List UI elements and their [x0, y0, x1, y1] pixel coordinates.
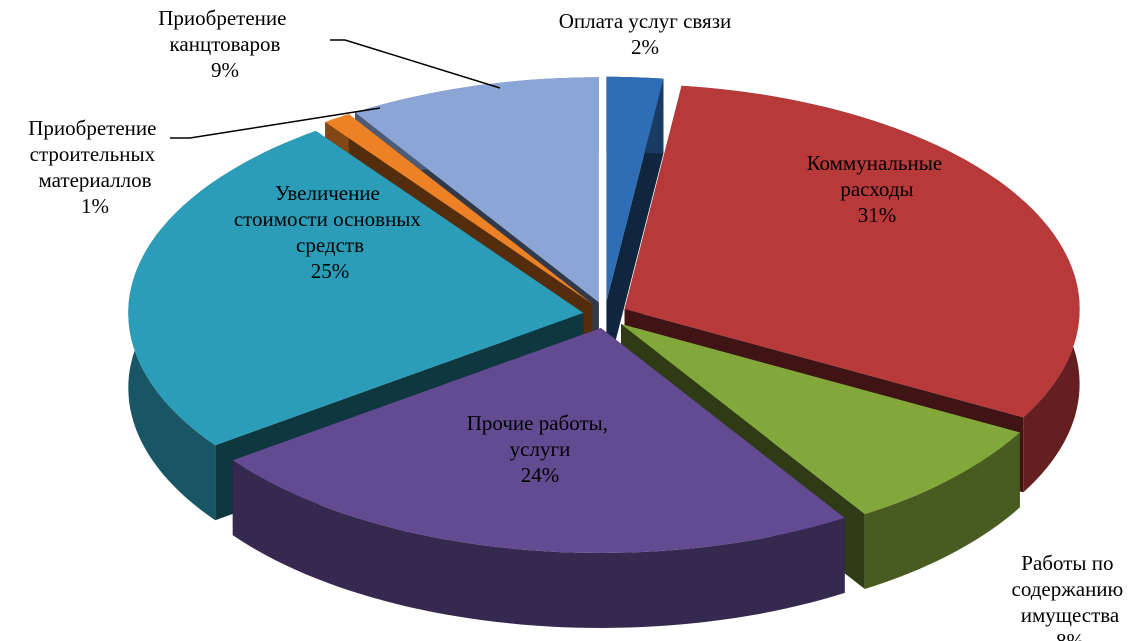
pie [128, 76, 1080, 628]
value-label: 8% [1056, 629, 1084, 641]
leader-line [330, 39, 501, 89]
category-label: Оплата услуг связи [559, 9, 731, 33]
category-label: Приобретение канцтоваров [158, 6, 291, 56]
slice-cut-face [606, 78, 664, 377]
category-label: Увеличение стоимости основных средств [234, 181, 426, 257]
category-label: Прочие работы, услуги [467, 411, 614, 461]
slice [355, 77, 599, 303]
leader-line [170, 107, 381, 139]
slice [232, 328, 845, 553]
category-label: Коммунальные расходы [807, 151, 948, 201]
slice [128, 130, 584, 446]
value-label: 1% [81, 194, 109, 218]
slice-wall [232, 460, 845, 628]
value-label: 9% [211, 58, 239, 82]
category-label: Приобретение строительных материаллов [28, 116, 161, 192]
slice [621, 324, 1020, 514]
value-label: 2% [631, 35, 659, 59]
value-label: 24% [521, 463, 560, 487]
value-label: 31% [858, 203, 897, 227]
slice [606, 76, 664, 302]
category-label: Работы по содержанию имущества [1012, 551, 1129, 627]
slice [325, 114, 593, 305]
slice-wall [864, 432, 1020, 589]
slice [624, 85, 1080, 418]
value-label: 25% [311, 259, 350, 283]
